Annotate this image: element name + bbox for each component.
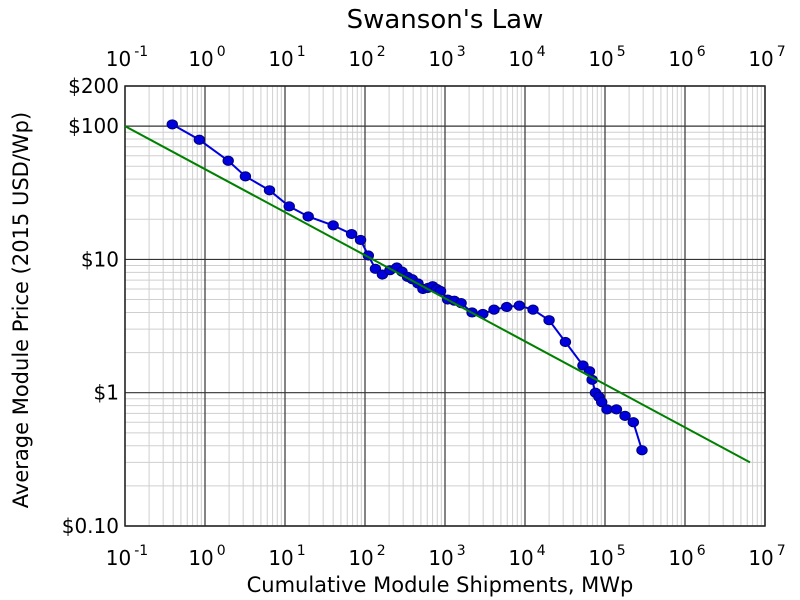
price-data-point	[627, 417, 640, 428]
trend-line	[124, 125, 751, 464]
price-data-point	[488, 304, 500, 315]
price-data-point	[302, 211, 314, 222]
x-tick-label-top: 10 3	[428, 44, 465, 71]
x-tick-label-bottom: 10 4	[508, 543, 545, 570]
x-tick-label-top: 10 7	[748, 44, 785, 71]
x-tick-label-bottom: 10 2	[348, 543, 385, 570]
y-tick-label: $200	[68, 74, 119, 98]
price-data-point	[513, 300, 526, 311]
x-tick-label-bottom: 10 6	[668, 543, 705, 570]
price-data-point	[527, 304, 539, 315]
y-tick-label: $100	[68, 114, 119, 138]
plot-area-frame	[124, 85, 766, 527]
x-tick-label-top: 10 5	[588, 44, 625, 71]
x-tick-label-bottom: 10 5	[588, 543, 625, 570]
x-tick-label-bottom: 10 -1	[106, 543, 148, 570]
x-tick-label-top: 10 1	[268, 44, 305, 71]
chart-title: Swanson's Law	[347, 5, 544, 35]
price-data-point	[222, 155, 234, 166]
price-data-point	[345, 228, 358, 240]
price-data-point	[239, 171, 252, 182]
x-tick-label-bottom: 10 0	[188, 543, 225, 570]
x-tick-label-bottom: 10 7	[748, 543, 785, 570]
price-data-point	[596, 397, 608, 408]
y-tick-label: $1	[94, 381, 119, 405]
x-tick-label-top: 10 2	[348, 44, 385, 71]
price-data-point	[327, 220, 339, 231]
price-data-point	[610, 404, 623, 415]
x-tick-label-top: 10 -1	[106, 44, 148, 71]
price-data-point	[263, 185, 276, 196]
price-data-point	[166, 119, 178, 130]
x-tick-label-top: 10 0	[188, 44, 225, 71]
x-tick-label-top: 10 6	[668, 44, 705, 71]
series-layer	[124, 119, 751, 464]
price-data-point	[601, 404, 613, 415]
x-tick-label-bottom: 10 1	[268, 543, 305, 570]
price-data-point	[636, 445, 648, 456]
price-data-point	[369, 263, 382, 274]
price-data-point	[193, 134, 206, 145]
y-tick-label: $0.10	[62, 514, 119, 538]
price-data-point	[543, 315, 555, 326]
x-tick-label-bottom: 10 3	[428, 543, 465, 570]
price-data-point	[500, 301, 513, 313]
price-data-point	[619, 410, 631, 421]
price-data-point	[354, 234, 367, 246]
y-axis-label: Average Module Price (2015 USD/Wp)	[9, 112, 33, 508]
price-data-point	[283, 201, 295, 212]
tick-labels: 10 -1 10 -1 10 0 10 0 10 1 10 1 10 2 10 2 10 3 10 3 10 4 10 4 10…	[62, 44, 786, 570]
x-tick-label-top: 10 4	[508, 44, 545, 71]
x-axis-label: Cumulative Module Shipments, MWp	[247, 573, 634, 597]
y-tick-label: $10	[81, 247, 119, 271]
price-data-point	[559, 336, 572, 348]
